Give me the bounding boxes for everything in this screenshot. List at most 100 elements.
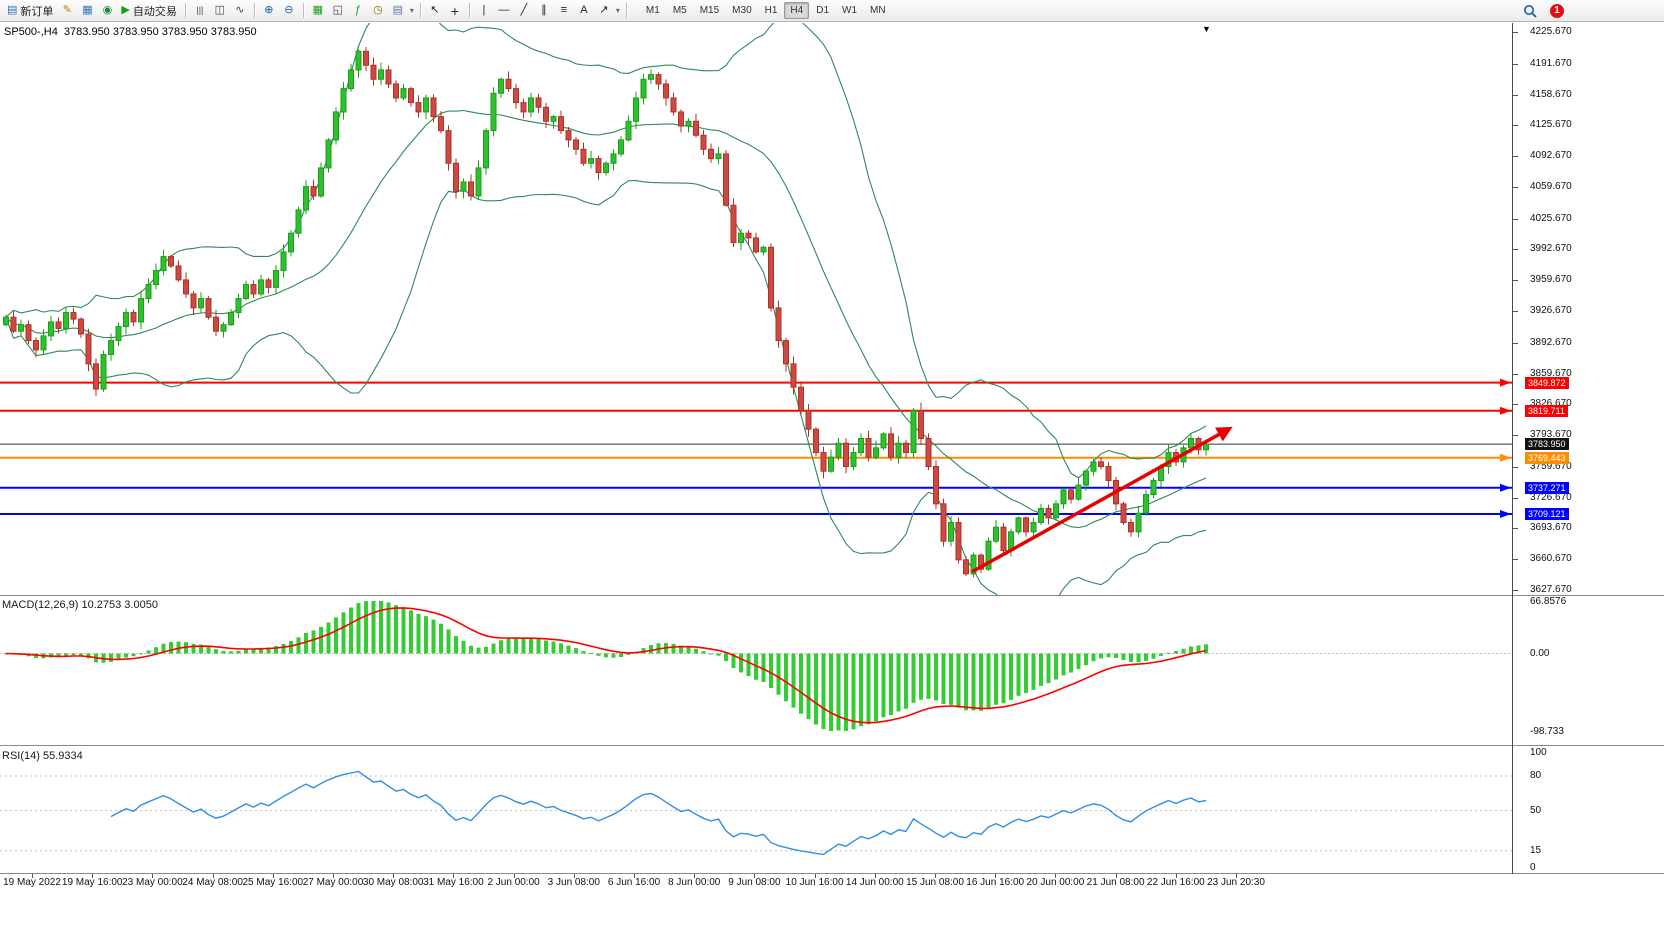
new-order-button[interactable]: ▤ 新订单 xyxy=(4,2,56,20)
candle-body xyxy=(100,354,107,390)
new-chart-button[interactable]: ▦ xyxy=(309,2,327,20)
cursor-button[interactable]: ↖ xyxy=(426,2,444,20)
candle-body xyxy=(895,442,902,458)
time-axis-tick xyxy=(333,874,334,878)
periods-button[interactable]: ◷ xyxy=(369,2,387,20)
price-axis-label: 4191.670 xyxy=(1530,57,1572,69)
macd-bar xyxy=(484,646,488,654)
trendline-button[interactable]: ╱ xyxy=(515,2,533,20)
dropdown-caret-icon[interactable]: ▾ xyxy=(409,6,414,15)
macd-bar xyxy=(161,643,166,654)
chart-dropdown-icon[interactable]: ▼ xyxy=(1202,24,1211,34)
panel-separator[interactable] xyxy=(0,595,1664,596)
price-axis-label: 3693.670 xyxy=(1530,522,1572,534)
candle-body xyxy=(213,316,219,332)
text-button[interactable]: A xyxy=(575,2,593,20)
macd-bar xyxy=(371,601,376,654)
candle-body xyxy=(438,116,444,132)
candle-body xyxy=(768,246,774,309)
candle-body xyxy=(130,312,137,323)
candle-body xyxy=(955,522,962,561)
macd-bar xyxy=(911,653,916,703)
autotrade-play-icon: ▶ xyxy=(121,4,130,16)
macd-bar xyxy=(491,643,496,654)
main-chart[interactable] xyxy=(0,23,1512,595)
candle-body xyxy=(363,50,369,66)
crosshair-button[interactable]: + xyxy=(446,2,464,20)
timeframe-button-mn[interactable]: MN xyxy=(870,5,886,16)
timeframe-button-m15[interactable]: M15 xyxy=(699,5,720,16)
time-axis-label: 8 Jun 00:00 xyxy=(668,877,721,888)
macd-bar xyxy=(761,653,766,683)
metaeditor-button[interactable]: ✎ xyxy=(58,2,76,20)
candle-body xyxy=(123,312,129,328)
toolbar-separator xyxy=(184,3,186,18)
timeframe-button-w1[interactable]: W1 xyxy=(842,5,858,16)
timeframe-button-d1[interactable]: D1 xyxy=(816,5,830,16)
price-line-badge: 3737.271 xyxy=(1525,481,1569,494)
price-axis-label: 4125.670 xyxy=(1530,119,1572,131)
time-axis-tick xyxy=(272,874,274,878)
time-axis-label: 21 Jun 08:00 xyxy=(1086,877,1145,888)
bar-chart-button[interactable]: ||| xyxy=(191,2,209,20)
candle-body xyxy=(460,181,467,192)
candle-body xyxy=(993,526,999,542)
vertical-line-button[interactable]: | xyxy=(475,2,493,20)
candlestick-chart-button[interactable]: ◫ xyxy=(211,2,229,20)
time-axis-tick xyxy=(1115,874,1117,878)
candle-body xyxy=(603,162,609,174)
candle-body xyxy=(340,88,347,113)
dropdown-caret-icon[interactable]: ▾ xyxy=(615,6,620,15)
notification-badge[interactable]: 1 xyxy=(1550,3,1564,18)
timeframe-button-m30[interactable]: M30 xyxy=(732,5,752,16)
toolbar-right-group: 1 xyxy=(1520,2,1564,20)
candle-body xyxy=(310,186,317,197)
rsi-panel[interactable] xyxy=(0,747,1512,873)
toolbar-separator xyxy=(253,3,255,18)
templates-button[interactable]: ▤ xyxy=(389,2,407,20)
price-axis-tick xyxy=(1513,559,1518,561)
timeframe-button-m1[interactable]: M1 xyxy=(645,5,660,16)
horizontal-line-button[interactable]: — xyxy=(495,2,513,20)
price-axis-label: 3826.670 xyxy=(1530,398,1572,410)
macd-bar xyxy=(1024,653,1028,694)
tile-windows-button[interactable]: ◱ xyxy=(329,2,347,20)
trend-arrow[interactable] xyxy=(971,426,1233,573)
candle-body xyxy=(558,116,564,132)
panel-separator[interactable] xyxy=(0,745,1664,746)
candle-body xyxy=(1045,508,1052,519)
candle-body xyxy=(78,318,84,335)
candle-body xyxy=(978,554,984,570)
macd-bar xyxy=(1129,653,1133,663)
time-axis-tick xyxy=(694,874,696,878)
community-button[interactable]: ◉ xyxy=(98,2,116,20)
timeframe-button-h4[interactable]: H4 xyxy=(784,2,810,19)
timeframe-button-h1[interactable]: H1 xyxy=(764,5,778,16)
autotrading-button[interactable]: ▶ 自动交易 xyxy=(118,2,179,20)
price-axis-tick xyxy=(1513,32,1518,33)
arrow-tool-button[interactable]: ↗ xyxy=(595,2,613,20)
macd-bar xyxy=(446,629,451,654)
macd-bar xyxy=(544,640,548,654)
price-axis-tick xyxy=(1513,125,1518,127)
time-axis-tick xyxy=(32,874,33,878)
time-axis-label: 23 May 00:00 xyxy=(122,877,183,888)
candle-body xyxy=(985,540,992,570)
zoom-in-button[interactable]: ⊕ xyxy=(260,2,278,20)
fibonacci-button[interactable]: ≡ xyxy=(555,2,573,20)
time-axis-label: 6 Jun 16:00 xyxy=(607,877,661,888)
search-button[interactable] xyxy=(1520,2,1540,20)
zoom-out-button[interactable]: ⊖ xyxy=(280,2,298,20)
macd-bar xyxy=(401,607,406,654)
macd-bar xyxy=(836,653,841,731)
timeframe-button-m5[interactable]: M5 xyxy=(672,5,687,16)
macd-panel[interactable] xyxy=(0,597,1512,745)
candle-body xyxy=(93,363,99,390)
macd-bar xyxy=(536,638,541,654)
charts-profile-button[interactable]: ▦ xyxy=(78,2,96,20)
channel-button[interactable]: ∥ xyxy=(535,2,553,20)
indicators-button[interactable]: ƒ xyxy=(349,2,367,20)
line-chart-button[interactable]: ∿ xyxy=(231,2,249,20)
price-line-badge: 3819.711 xyxy=(1525,404,1568,417)
bollinger-lower-band xyxy=(5,180,1207,595)
